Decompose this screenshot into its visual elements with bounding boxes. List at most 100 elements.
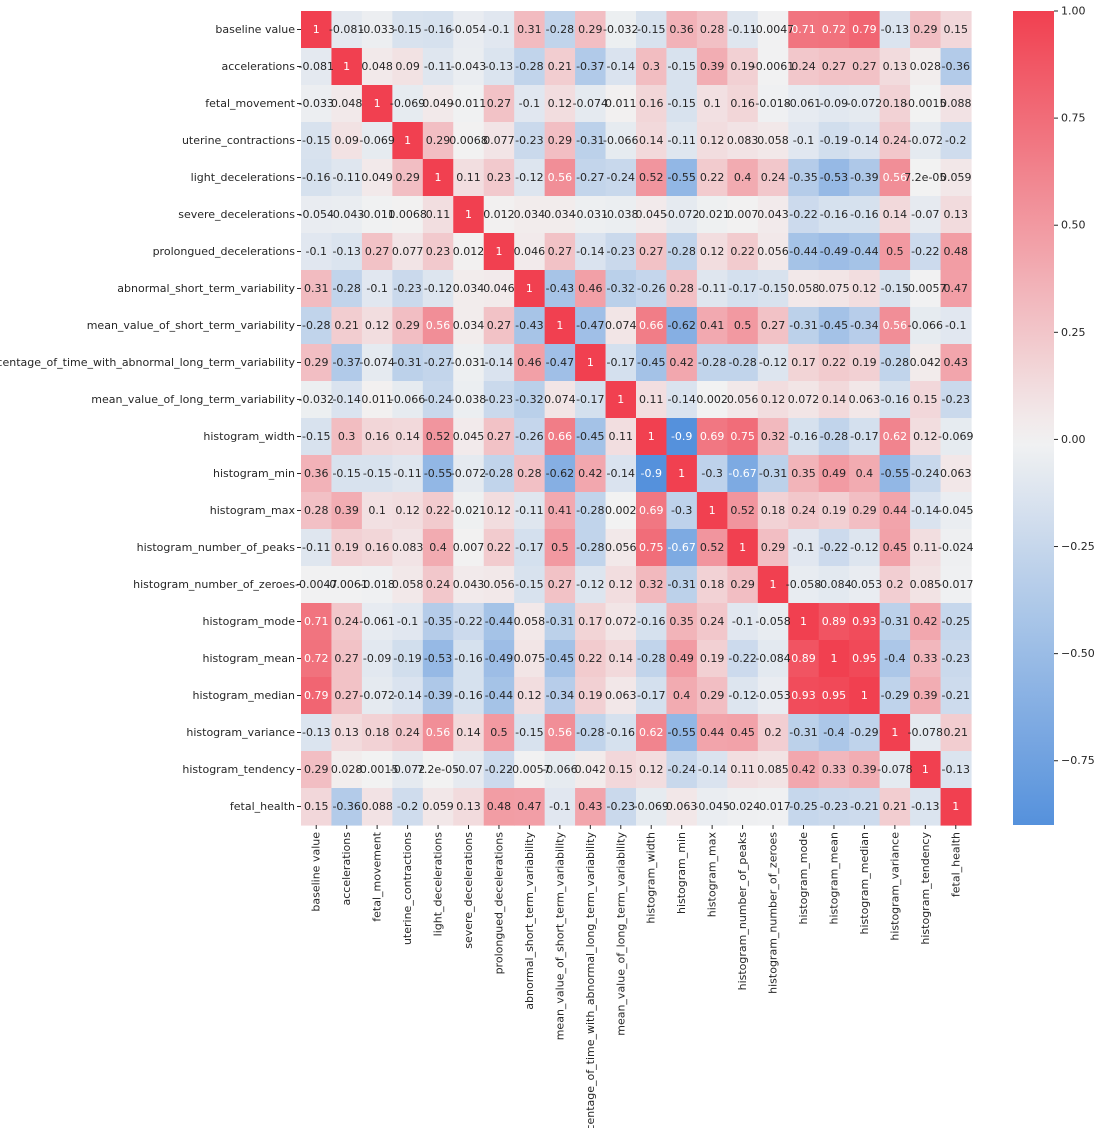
heatmap-cell xyxy=(910,529,942,567)
heatmap-cell xyxy=(818,788,850,826)
heatmap-cell xyxy=(392,677,424,715)
heatmap-cell xyxy=(575,788,607,826)
cell-annotation: 0.24 xyxy=(334,615,359,628)
heatmap-cell xyxy=(301,418,333,456)
cell-annotation: -0.21 xyxy=(850,800,878,813)
heatmap-cell xyxy=(514,788,546,826)
cell-annotation: -0.27 xyxy=(424,356,452,369)
cell-annotation: 0.19 xyxy=(730,60,755,73)
heatmap-cell xyxy=(514,11,546,49)
heatmap-cell xyxy=(849,751,881,789)
cell-annotation: 0.22 xyxy=(426,504,451,517)
heatmap-cell xyxy=(422,677,454,715)
cell-annotation: -0.15 xyxy=(393,23,421,36)
heatmap-cell xyxy=(666,677,698,715)
heatmap-cell xyxy=(483,122,515,160)
cell-annotation: 1 xyxy=(526,282,533,295)
heatmap-cell xyxy=(849,529,881,567)
cell-annotation: 0.35 xyxy=(791,467,816,480)
cell-annotation: -0.033 xyxy=(298,97,333,110)
cell-annotation: 0.043 xyxy=(453,578,485,591)
heatmap-cell xyxy=(666,196,698,234)
heatmap-cell xyxy=(544,603,576,641)
heatmap-cell xyxy=(361,788,393,826)
cell-annotation: -0.066 xyxy=(390,393,425,406)
cell-annotation: -0.25 xyxy=(789,800,817,813)
cell-annotation: -0.054 xyxy=(451,23,486,36)
cell-annotation: -0.23 xyxy=(942,652,970,665)
cell-annotation: -0.021 xyxy=(694,208,729,221)
cell-annotation: -0.11 xyxy=(424,60,452,73)
y-tick-label: histogram_mean xyxy=(203,652,295,665)
cell-annotation: -0.078 xyxy=(877,763,912,776)
heatmap-cell xyxy=(849,233,881,271)
cell-annotation: 0.16 xyxy=(639,97,664,110)
cell-annotation: -0.23 xyxy=(942,393,970,406)
cell-annotation: -0.072 xyxy=(664,208,699,221)
cell-annotation: -0.19 xyxy=(393,652,421,665)
heatmap-cell xyxy=(361,344,393,382)
cell-annotation: 0.16 xyxy=(365,430,390,443)
heatmap-cell xyxy=(940,344,972,382)
cell-annotation: 0.15 xyxy=(913,393,938,406)
heatmap-cell xyxy=(757,233,789,271)
heatmap-cell xyxy=(392,159,424,197)
cell-annotation: 0.71 xyxy=(791,23,816,36)
cell-annotation: -0.16 xyxy=(454,652,482,665)
heatmap-cell xyxy=(544,159,576,197)
heatmap-cell xyxy=(605,640,637,678)
heatmap-cell xyxy=(392,788,424,826)
cell-annotation: 0.072 xyxy=(788,393,820,406)
cell-annotation: 0.059 xyxy=(422,800,454,813)
cell-annotation: -0.0061 xyxy=(325,578,367,591)
heatmap-cell xyxy=(666,122,698,160)
heatmap-cell xyxy=(301,196,333,234)
cell-annotation: 0.41 xyxy=(548,504,573,517)
heatmap-cell xyxy=(879,455,911,493)
heatmap-cell xyxy=(727,418,759,456)
x-tick-label: histogram_mean xyxy=(827,832,840,924)
cell-annotation: -0.066 xyxy=(542,763,577,776)
heatmap-cell xyxy=(544,751,576,789)
heatmap-cell xyxy=(483,48,515,86)
heatmap-cell xyxy=(301,85,333,123)
cell-annotation: -0.36 xyxy=(332,800,360,813)
cell-annotation: 0.058 xyxy=(788,282,820,295)
heatmap-cell xyxy=(727,381,759,419)
cell-annotation: 0.42 xyxy=(578,467,603,480)
cell-annotation: 0.29 xyxy=(913,23,938,36)
heatmap-cell xyxy=(636,492,668,530)
cell-annotation: 0.12 xyxy=(639,763,664,776)
cell-annotation: -0.14 xyxy=(911,504,939,517)
x-tick-label: histogram_variance xyxy=(888,832,901,941)
cell-annotation: 0.14 xyxy=(883,208,908,221)
heatmap-cell xyxy=(636,48,668,86)
heatmap-cell xyxy=(940,196,972,234)
heatmap-cell xyxy=(361,11,393,49)
cell-annotation: 0.28 xyxy=(517,467,542,480)
x-tick-label: mean_value_of_short_term_variability xyxy=(553,832,566,1041)
heatmap-cell xyxy=(453,11,485,49)
cell-annotation: 0.31 xyxy=(304,282,329,295)
cell-annotation: 0.5 xyxy=(886,245,904,258)
heatmap-cell xyxy=(575,270,607,308)
cell-annotation: 0.2 xyxy=(886,578,904,591)
cell-annotation: 0.11 xyxy=(913,541,938,554)
heatmap-cell xyxy=(666,85,698,123)
x-tick-label: accelerations xyxy=(340,832,353,906)
cell-annotation: 0.042 xyxy=(575,763,607,776)
cell-annotation: 0.27 xyxy=(487,430,512,443)
cell-annotation: 1 xyxy=(587,356,594,369)
heatmap-cell xyxy=(910,455,942,493)
cell-annotation: -0.1 xyxy=(732,615,753,628)
cell-annotation: 0.24 xyxy=(426,578,451,591)
heatmap-cell xyxy=(544,529,576,567)
cell-annotation: -0.44 xyxy=(485,615,513,628)
heatmap-cell xyxy=(910,714,942,752)
cell-annotation: 0.79 xyxy=(852,23,877,36)
cell-annotation: 0.056 xyxy=(757,245,789,258)
cell-annotation: -0.081 xyxy=(298,60,333,73)
heatmap-cell xyxy=(727,603,759,641)
heatmap-cell xyxy=(422,307,454,345)
heatmap-cell xyxy=(514,233,546,271)
